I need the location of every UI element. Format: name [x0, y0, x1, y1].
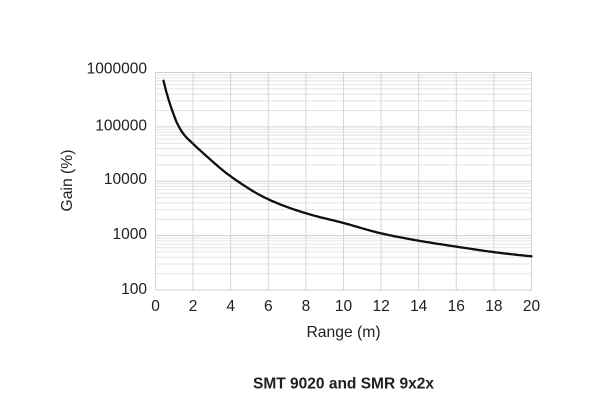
svg-text:100000: 100000 — [95, 117, 147, 134]
svg-text:Range (m): Range (m) — [306, 324, 380, 341]
svg-text:8: 8 — [302, 298, 311, 315]
svg-text:10: 10 — [335, 298, 353, 315]
svg-text:14: 14 — [410, 298, 428, 315]
svg-text:4: 4 — [226, 298, 235, 315]
svg-text:100: 100 — [121, 281, 147, 298]
svg-text:Gain (%): Gain (%) — [59, 150, 76, 212]
svg-text:12: 12 — [372, 298, 389, 315]
svg-text:16: 16 — [448, 298, 465, 315]
svg-text:2: 2 — [189, 298, 198, 315]
svg-text:6: 6 — [264, 298, 273, 315]
svg-text:18: 18 — [485, 298, 502, 315]
svg-text:10000: 10000 — [104, 171, 147, 188]
svg-text:20: 20 — [523, 298, 541, 315]
svg-text:1000000: 1000000 — [87, 61, 148, 78]
svg-text:SMT 9020 and SMR 9x2x: SMT 9020 and SMR 9x2x — [253, 376, 434, 393]
svg-text:0: 0 — [151, 298, 160, 315]
svg-text:1000: 1000 — [113, 226, 148, 243]
